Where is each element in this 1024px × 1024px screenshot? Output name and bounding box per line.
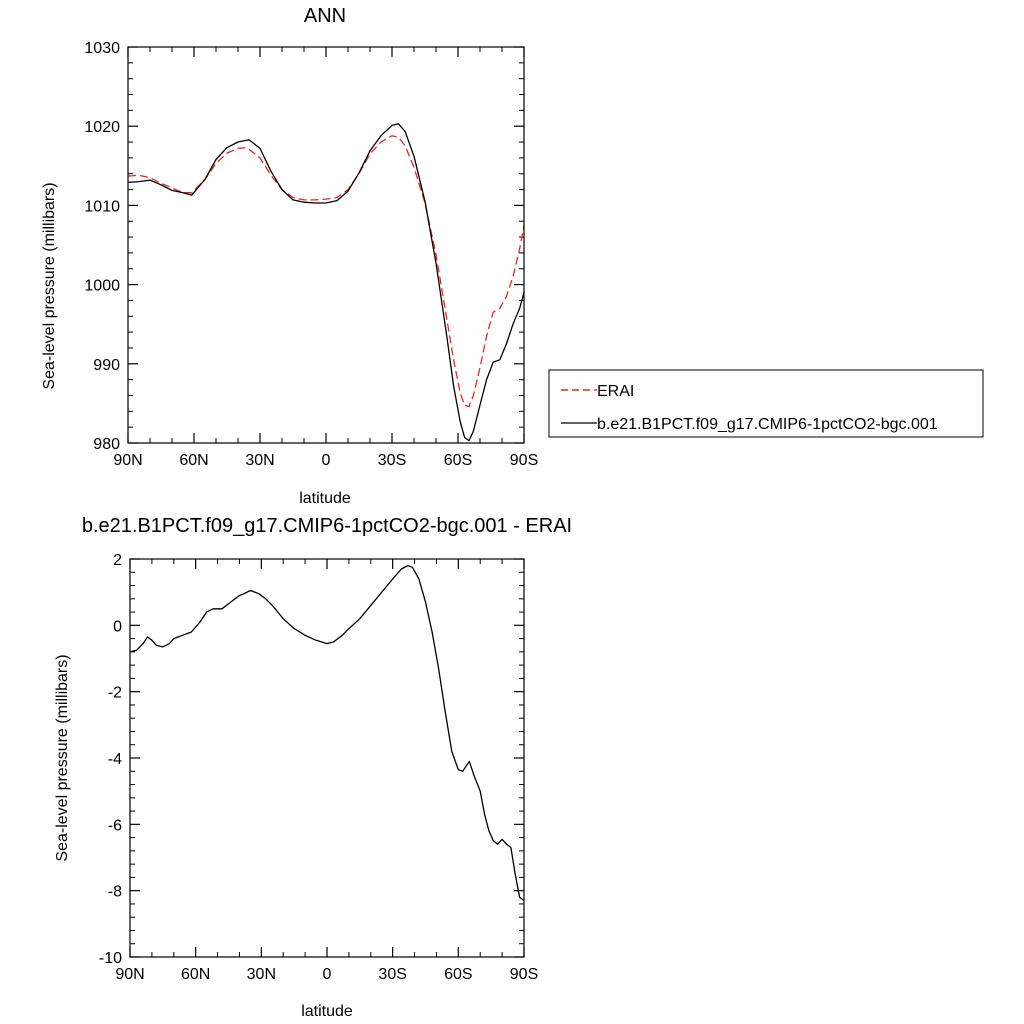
series-line-erai: [127, 135, 525, 408]
y-tick-label: 980: [93, 436, 120, 453]
x-tick-label: 60S: [444, 966, 472, 983]
y-axis-label: Sea-level pressure (millibars): [41, 182, 58, 389]
series-line-difference: [129, 564, 525, 902]
y-axis-label: Sea-level pressure (millibars): [54, 654, 71, 861]
x-axis-label: latitude: [299, 490, 351, 507]
legend-label-model: b.e21.B1PCT.f09_g17.CMIP6-1pctCO2-bgc.00…: [597, 416, 938, 433]
chart-title: b.e21.B1PCT.f09_g17.CMIP6-1pctCO2-bgc.00…: [82, 515, 572, 537]
tick-layer: 90N 60N 30N 0 30S 60S 90S 980 990 1000 1010 1020 103…: [84, 40, 538, 469]
chart-title: ANN: [304, 5, 346, 27]
plot-frame: [127, 46, 525, 444]
legend: ERAI b.e21.B1PCT.f09_g17.CMIP6-1pctCO2-b…: [548, 369, 984, 438]
y-tick-label: 1000: [84, 278, 120, 295]
x-tick-label: 60S: [444, 452, 472, 469]
y-tick-label: 1030: [84, 40, 120, 57]
x-tick-label: 60N: [181, 966, 210, 983]
y-tick-label: 1020: [84, 119, 120, 136]
x-tick-label: 30S: [378, 966, 406, 983]
series-layer: [127, 123, 525, 442]
y-tick-label: -4: [108, 751, 122, 768]
y-tick-label: -10: [99, 950, 122, 967]
tick-layer: 90N 60N 30N 0 30S 60S 90S -10 -8 -6 -4 -2 0 2: [99, 552, 538, 983]
series-line-b-e21-b1pct-f09-g17-cmip6-1pctco2-bgc-001: [127, 123, 525, 442]
x-tick-label: 30S: [378, 452, 406, 469]
x-tick-label: 90N: [113, 452, 142, 469]
legend-box: [548, 369, 984, 438]
y-tick-label: 990: [93, 357, 120, 374]
plot-frame: [129, 558, 525, 958]
chart-difference: b.e21.B1PCT.f09_g17.CMIP6-1pctCO2-bgc.00…: [54, 515, 572, 1020]
y-tick-label: -2: [108, 685, 122, 702]
x-tick-label: 90S: [510, 452, 538, 469]
x-tick-label: 30N: [247, 966, 276, 983]
chart-ann: ANN Sea-level pressure (millibars) latit…: [41, 5, 984, 507]
y-tick-label: 0: [113, 618, 122, 635]
x-tick-label: 30N: [245, 452, 274, 469]
x-tick-label: 0: [322, 452, 331, 469]
y-tick-label: 2: [113, 552, 122, 569]
x-tick-label: 60N: [179, 452, 208, 469]
y-tick-label: -6: [108, 817, 122, 834]
y-tick-label: 1010: [84, 198, 120, 215]
x-tick-label: 90N: [115, 966, 144, 983]
legend-label-erai: ERAI: [597, 383, 634, 400]
x-tick-label: 90S: [510, 966, 538, 983]
x-axis-label: latitude: [301, 1003, 353, 1020]
series-layer: [129, 564, 525, 902]
x-tick-label: 0: [323, 966, 332, 983]
y-tick-label: -8: [108, 884, 122, 901]
